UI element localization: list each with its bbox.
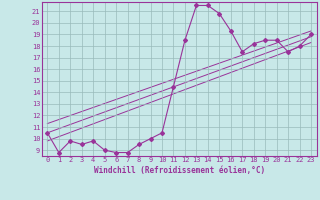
- X-axis label: Windchill (Refroidissement éolien,°C): Windchill (Refroidissement éolien,°C): [94, 166, 265, 175]
